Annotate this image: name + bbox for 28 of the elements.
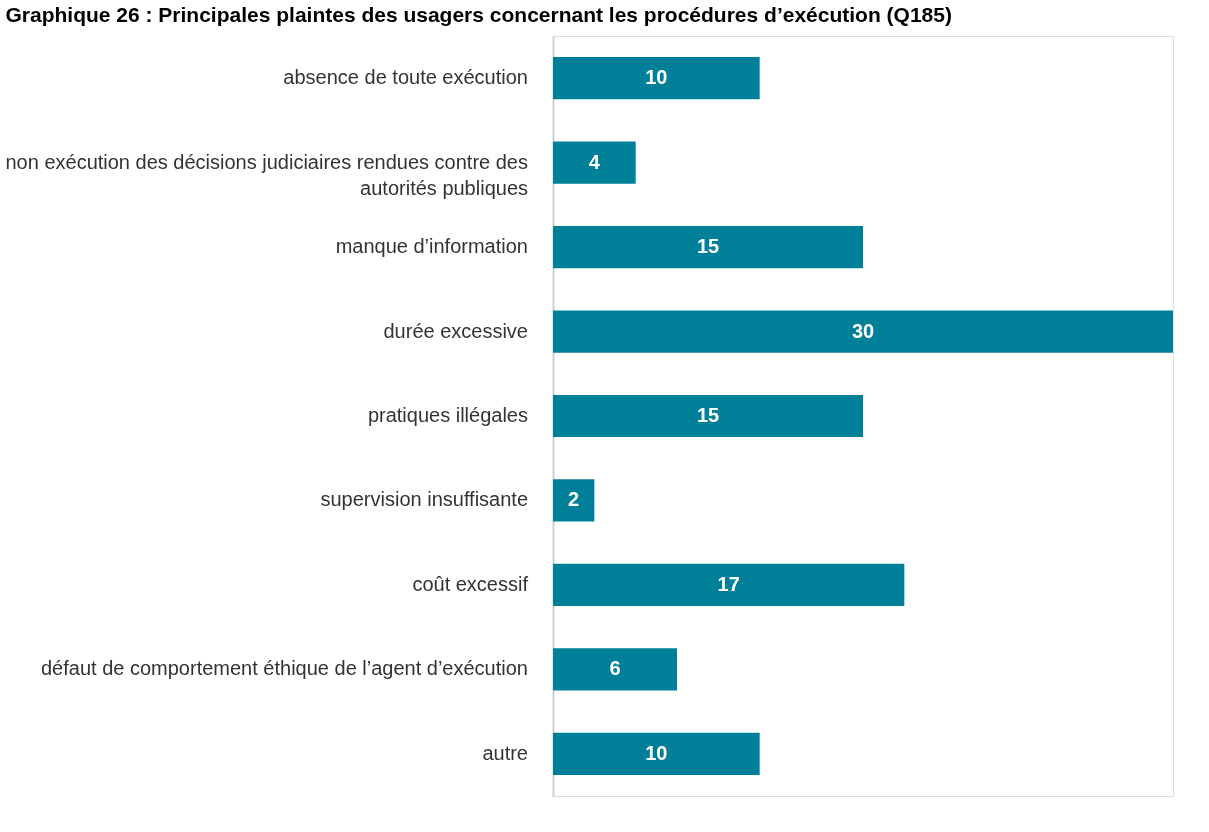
bar xyxy=(553,648,677,691)
y-tick-label: manque d’information xyxy=(335,235,528,258)
data-label: 15 xyxy=(696,404,720,426)
y-tick-label: pratiques illégales xyxy=(367,404,528,426)
bar xyxy=(553,310,1173,353)
y-tick-label: autre xyxy=(482,741,528,764)
y-tick-label: défaut de comportement éthique de l’agent d’exécution xyxy=(40,657,528,680)
data-label: 2 xyxy=(568,488,580,511)
chart-title: Graphique 26 : Principales plaintes des usagers concernant les procédures d’exécution (Q185) xyxy=(5,3,952,26)
y-tick-label: durée excessive xyxy=(383,319,528,342)
y-tick-label: supervision insuffisante xyxy=(320,488,528,511)
data-label: 10 xyxy=(645,66,668,89)
bar xyxy=(553,563,905,606)
y-tick-label: absence de toute exécution xyxy=(283,66,528,89)
data-label: 30 xyxy=(851,319,875,342)
y-tick-label: coût excessif xyxy=(412,572,529,595)
bar xyxy=(553,141,636,184)
bar xyxy=(553,732,760,775)
bar xyxy=(553,394,863,438)
bar xyxy=(553,479,595,522)
data-label: 10 xyxy=(645,741,668,764)
bar xyxy=(553,57,760,100)
bar xyxy=(553,226,863,269)
y-tick-label: non exécution des décisions judiciaires rendues contre des autorités publiques xyxy=(5,150,528,199)
data-label: 4 xyxy=(588,150,601,173)
data-label: 6 xyxy=(609,657,621,680)
data-label: 17 xyxy=(717,572,740,595)
data-label: 15 xyxy=(696,235,720,258)
